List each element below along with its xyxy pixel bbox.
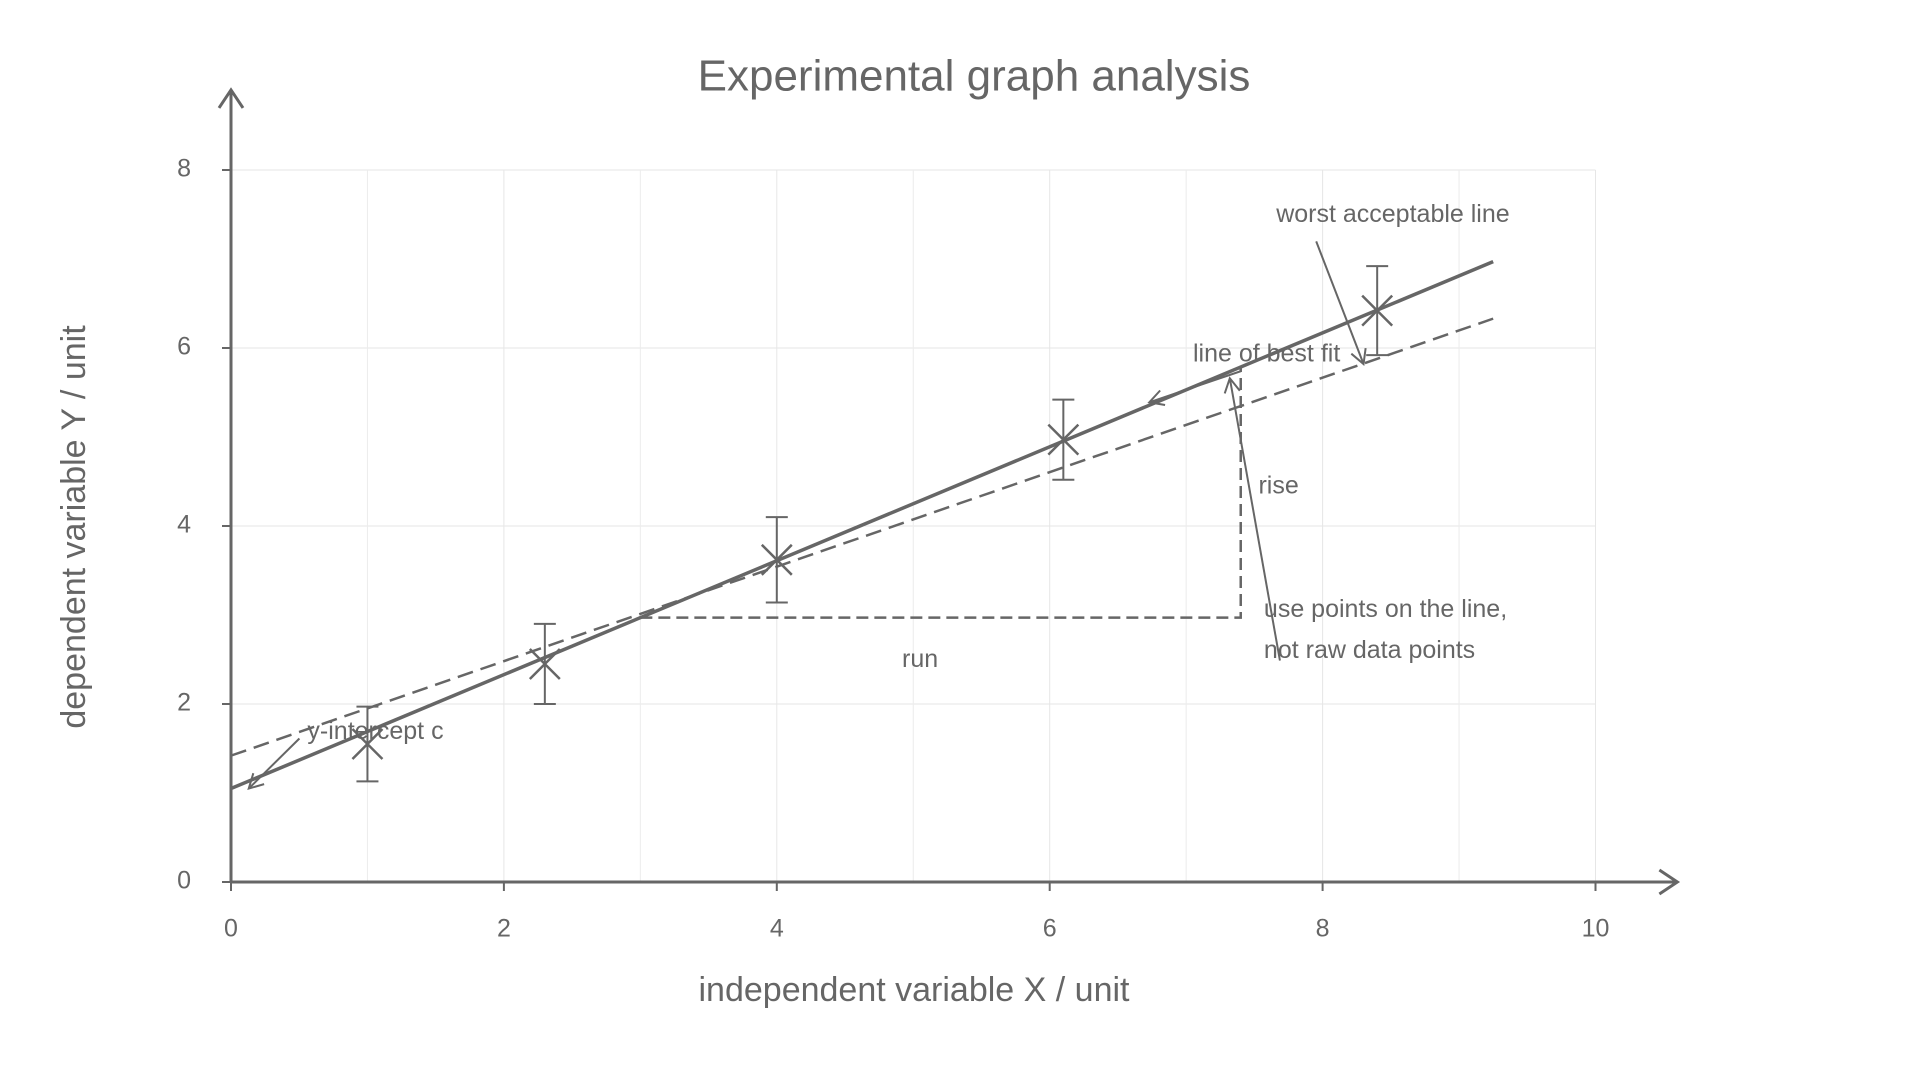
x-tick-label: 4 [770, 915, 784, 943]
annotation-arrow [1315, 241, 1365, 365]
x-tick-label: 10 [1582, 915, 1610, 943]
annotation-text: run [902, 645, 938, 673]
rise-run-triangle [640, 365, 1242, 619]
data-point [528, 648, 561, 680]
annotation-arrowhead [1147, 389, 1166, 407]
annotation-arrowhead [247, 772, 265, 791]
chart-title: Experimental graph analysis [698, 52, 1251, 101]
x-tick-label: 6 [1043, 915, 1057, 943]
x-tick-label: 0 [224, 915, 238, 943]
x-tick-label: 2 [497, 915, 511, 943]
best-fit-line [230, 260, 1494, 791]
y-tick-label: 4 [177, 511, 191, 539]
annotation-text: not raw data points [1264, 636, 1475, 664]
data-point [760, 543, 793, 576]
annotation-text: rise [1258, 471, 1298, 499]
annotation-text: line of best fit [1193, 340, 1340, 368]
annotation-arrow [248, 737, 301, 790]
y-axis-arrow [217, 87, 245, 109]
x-axis-arrow [1658, 868, 1681, 896]
x-axis-label: independent variable X / unit [699, 971, 1131, 1009]
y-axis-label: dependent variable Y / unit [55, 325, 93, 729]
annotation-arrowhead [1350, 348, 1367, 366]
data-point [1047, 423, 1080, 456]
annotation-text: y-intercept c [307, 717, 443, 745]
x-tick-label: 8 [1316, 915, 1330, 943]
y-tick-label: 8 [177, 155, 191, 183]
annotation-text: use points on the line, [1264, 595, 1507, 623]
y-tick-label: 0 [177, 867, 191, 895]
annotation-arrowhead [1223, 376, 1241, 394]
y-tick-label: 2 [177, 689, 191, 717]
data-point [1361, 294, 1394, 327]
annotation-arrow [1228, 378, 1281, 661]
worst-line [230, 317, 1494, 757]
annotation-arrow [1148, 370, 1242, 404]
y-tick-label: 6 [177, 333, 191, 361]
annotation-text: worst acceptable line [1275, 200, 1509, 228]
data-point [351, 728, 384, 760]
